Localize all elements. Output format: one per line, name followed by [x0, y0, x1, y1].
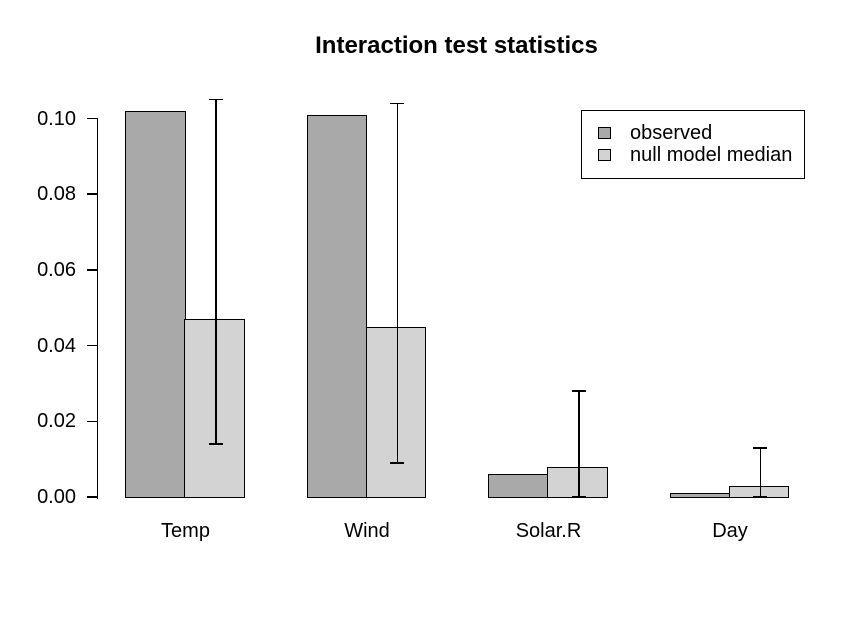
legend-item: null model median: [598, 144, 804, 166]
error-bar-line-day: [759, 447, 761, 497]
error-bar-cap-upper-day: [753, 447, 768, 449]
bar-observed-solar-r: [488, 474, 549, 499]
y-axis-tick: [87, 269, 98, 271]
error-bar-cap-upper-solar-r: [571, 390, 586, 392]
legend-item: observed: [598, 122, 804, 144]
y-axis-tick-label: 0.08: [37, 183, 76, 206]
bar-null-model-median-day: [728, 485, 789, 499]
legend-label: observed: [630, 122, 713, 144]
bar-observed-temp: [125, 110, 186, 499]
bar-observed-day: [669, 493, 730, 499]
x-axis-label-solar-r: Solar.R: [515, 520, 582, 542]
error-bar-cap-upper-wind: [390, 102, 405, 105]
bar-null-model-median-temp: [184, 319, 245, 499]
y-axis-tick-label: 0.06: [37, 258, 76, 281]
error-bar-line-solar-r: [578, 391, 580, 497]
y-axis-tick: [87, 344, 98, 347]
y-axis-tick: [87, 496, 98, 498]
error-bar-cap-lower-day: [753, 496, 768, 498]
bar-observed-wind: [306, 114, 367, 499]
legend-swatch-null-model-median: [598, 149, 611, 161]
error-bar-line-temp: [215, 99, 217, 444]
bar-null-model-median-wind: [365, 326, 426, 499]
legend: observed null model median: [581, 110, 805, 179]
y-axis-tick-label: 0.02: [37, 410, 76, 433]
y-axis-tick: [87, 117, 98, 120]
y-axis-line: [96, 118, 98, 499]
legend-swatch-observed: [598, 127, 611, 139]
error-bar-cap-upper-temp: [208, 98, 223, 101]
y-axis-tick: [87, 420, 98, 423]
x-axis-label-wind: Wind: [344, 520, 390, 542]
y-axis-tick: [87, 193, 98, 195]
y-axis-tick-label: 0.04: [37, 334, 76, 357]
y-axis-tick-label: 0.00: [37, 486, 76, 508]
error-bar-cap-lower-wind: [390, 462, 405, 464]
y-axis-tick-label: 0.10: [37, 107, 76, 130]
error-bar-cap-lower-temp: [208, 443, 223, 445]
x-axis-label-temp: Temp: [161, 520, 210, 542]
bar-null-model-median-solar-r: [547, 466, 608, 499]
x-axis-label-day: Day: [712, 520, 748, 542]
chart-title: Interaction test statistics: [315, 32, 598, 59]
error-bar-line-wind: [396, 103, 398, 463]
legend-label: null model median: [630, 144, 793, 166]
error-bar-cap-lower-solar-r: [571, 496, 586, 498]
